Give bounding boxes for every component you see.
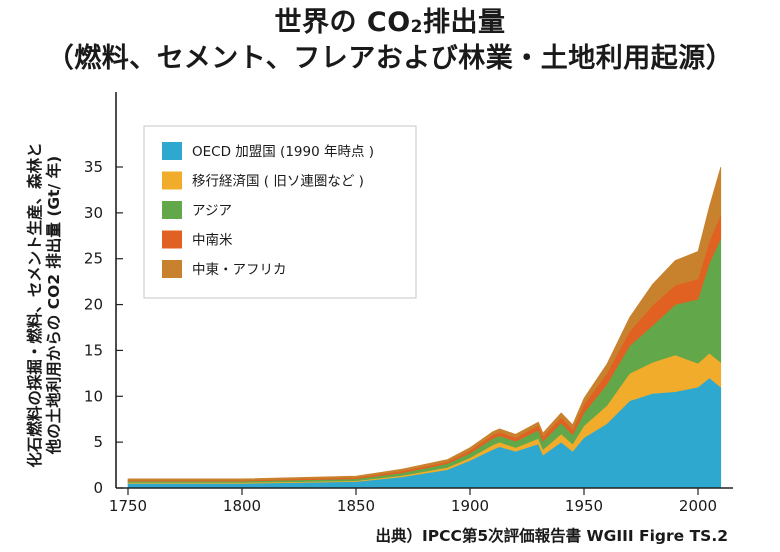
legend-label-5: 中東・アフリカ (192, 262, 287, 278)
legend-label-1: OECD 加盟国 (1990 年時点 ) (192, 144, 374, 160)
x-tick-label-1800: 1800 (223, 497, 261, 515)
y-tick-label-30: 30 (84, 204, 103, 222)
y-tick-label-20: 20 (84, 296, 103, 314)
x-tick-label-1900: 1900 (451, 497, 489, 515)
legend-label-2: 移行経済国 ( 旧ソ連圏など ) (192, 174, 364, 190)
y-tick-label-25: 25 (84, 250, 103, 268)
chart-title-line2: （燃料、セメント、フレアおよび林業・土地利用起源） (46, 43, 734, 74)
y-tick-label-0: 0 (93, 479, 103, 497)
x-tick-label-1950: 1950 (565, 497, 603, 515)
y-tick-label-5: 5 (93, 433, 103, 451)
legend-box (143, 125, 417, 299)
x-tick-label-1850: 1850 (337, 497, 375, 515)
axes-group: 0 5 10 15 20 25 30 35 1750 1800 1850 1900 1950 2000 (84, 92, 733, 515)
x-tick-label-1750: 1750 (109, 497, 147, 515)
legend-swatch-1 (162, 142, 182, 160)
y-tick-label-35: 35 (84, 158, 103, 176)
legend-swatch-2 (162, 171, 182, 190)
legend-swatch-3 (162, 201, 182, 219)
legend-swatch-5 (162, 260, 182, 278)
area-series-5 (127, 166, 722, 481)
x-tick-label-2000: 2000 (679, 497, 717, 515)
legend-label-4: 中南米 (192, 233, 233, 249)
legend-label-3: アジア (192, 203, 232, 219)
y-tick-label-10: 10 (84, 387, 103, 405)
y-tick-label-15: 15 (84, 341, 103, 359)
legend-swatch-4 (162, 230, 182, 249)
legend: OECD 加盟国 (1990 年時点 ) 移行経済国 ( 旧ソ連圏など ) アジア中… (143, 125, 417, 299)
source-note: 出典）IPCC第5次評価報告書 WGIII Figre TS.2 (375, 527, 728, 545)
chart-title-line1: 世界の CO2排出量 (274, 7, 506, 38)
